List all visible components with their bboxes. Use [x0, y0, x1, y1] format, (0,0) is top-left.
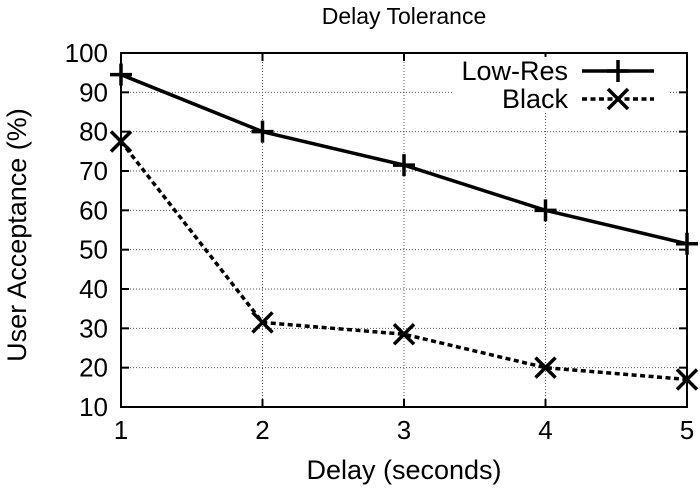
x-tick-label-4: 4 [538, 415, 552, 445]
data-point-low-res [251, 120, 274, 143]
y-tick-label-100: 100 [65, 38, 108, 68]
chart-title: Delay Tolerance [321, 3, 487, 29]
x-tick-label-2: 2 [255, 415, 269, 445]
legend-label-low-res: Low-Res [461, 56, 568, 86]
y-tick-label-70: 70 [79, 156, 108, 186]
data-point-black [251, 311, 274, 334]
x-axis-label: Delay (seconds) [306, 455, 502, 485]
y-tick-label-10: 10 [79, 392, 108, 422]
legend-plus-marker-icon [607, 60, 629, 82]
y-tick-label-50: 50 [79, 235, 108, 265]
y-tick-label-20: 20 [79, 353, 108, 383]
data-point-low-res [676, 232, 698, 255]
y-tick-label-60: 60 [79, 195, 108, 225]
x-tick-label-1: 1 [114, 415, 128, 445]
y-tick-label-80: 80 [79, 117, 108, 147]
legend-label-black: Black [502, 84, 569, 114]
series-line-black [119, 140, 688, 382]
data-point-low-res [393, 154, 415, 177]
data-point-black [534, 356, 557, 379]
legend-cross-marker-icon [606, 87, 630, 111]
legend-background [452, 57, 668, 113]
data-point-low-res [534, 199, 557, 222]
x-tick-label-3: 3 [397, 415, 411, 445]
data-point-black [392, 322, 416, 346]
y-tick-label-40: 40 [79, 274, 108, 304]
y-tick-label-90: 90 [79, 77, 108, 107]
data-point-low-res [110, 63, 132, 86]
y-tick-label-30: 30 [79, 313, 108, 343]
plot-border [120, 52, 688, 408]
x-tick-label-5: 5 [680, 415, 694, 445]
data-point-black [109, 130, 133, 153]
data-point-black [675, 368, 699, 391]
